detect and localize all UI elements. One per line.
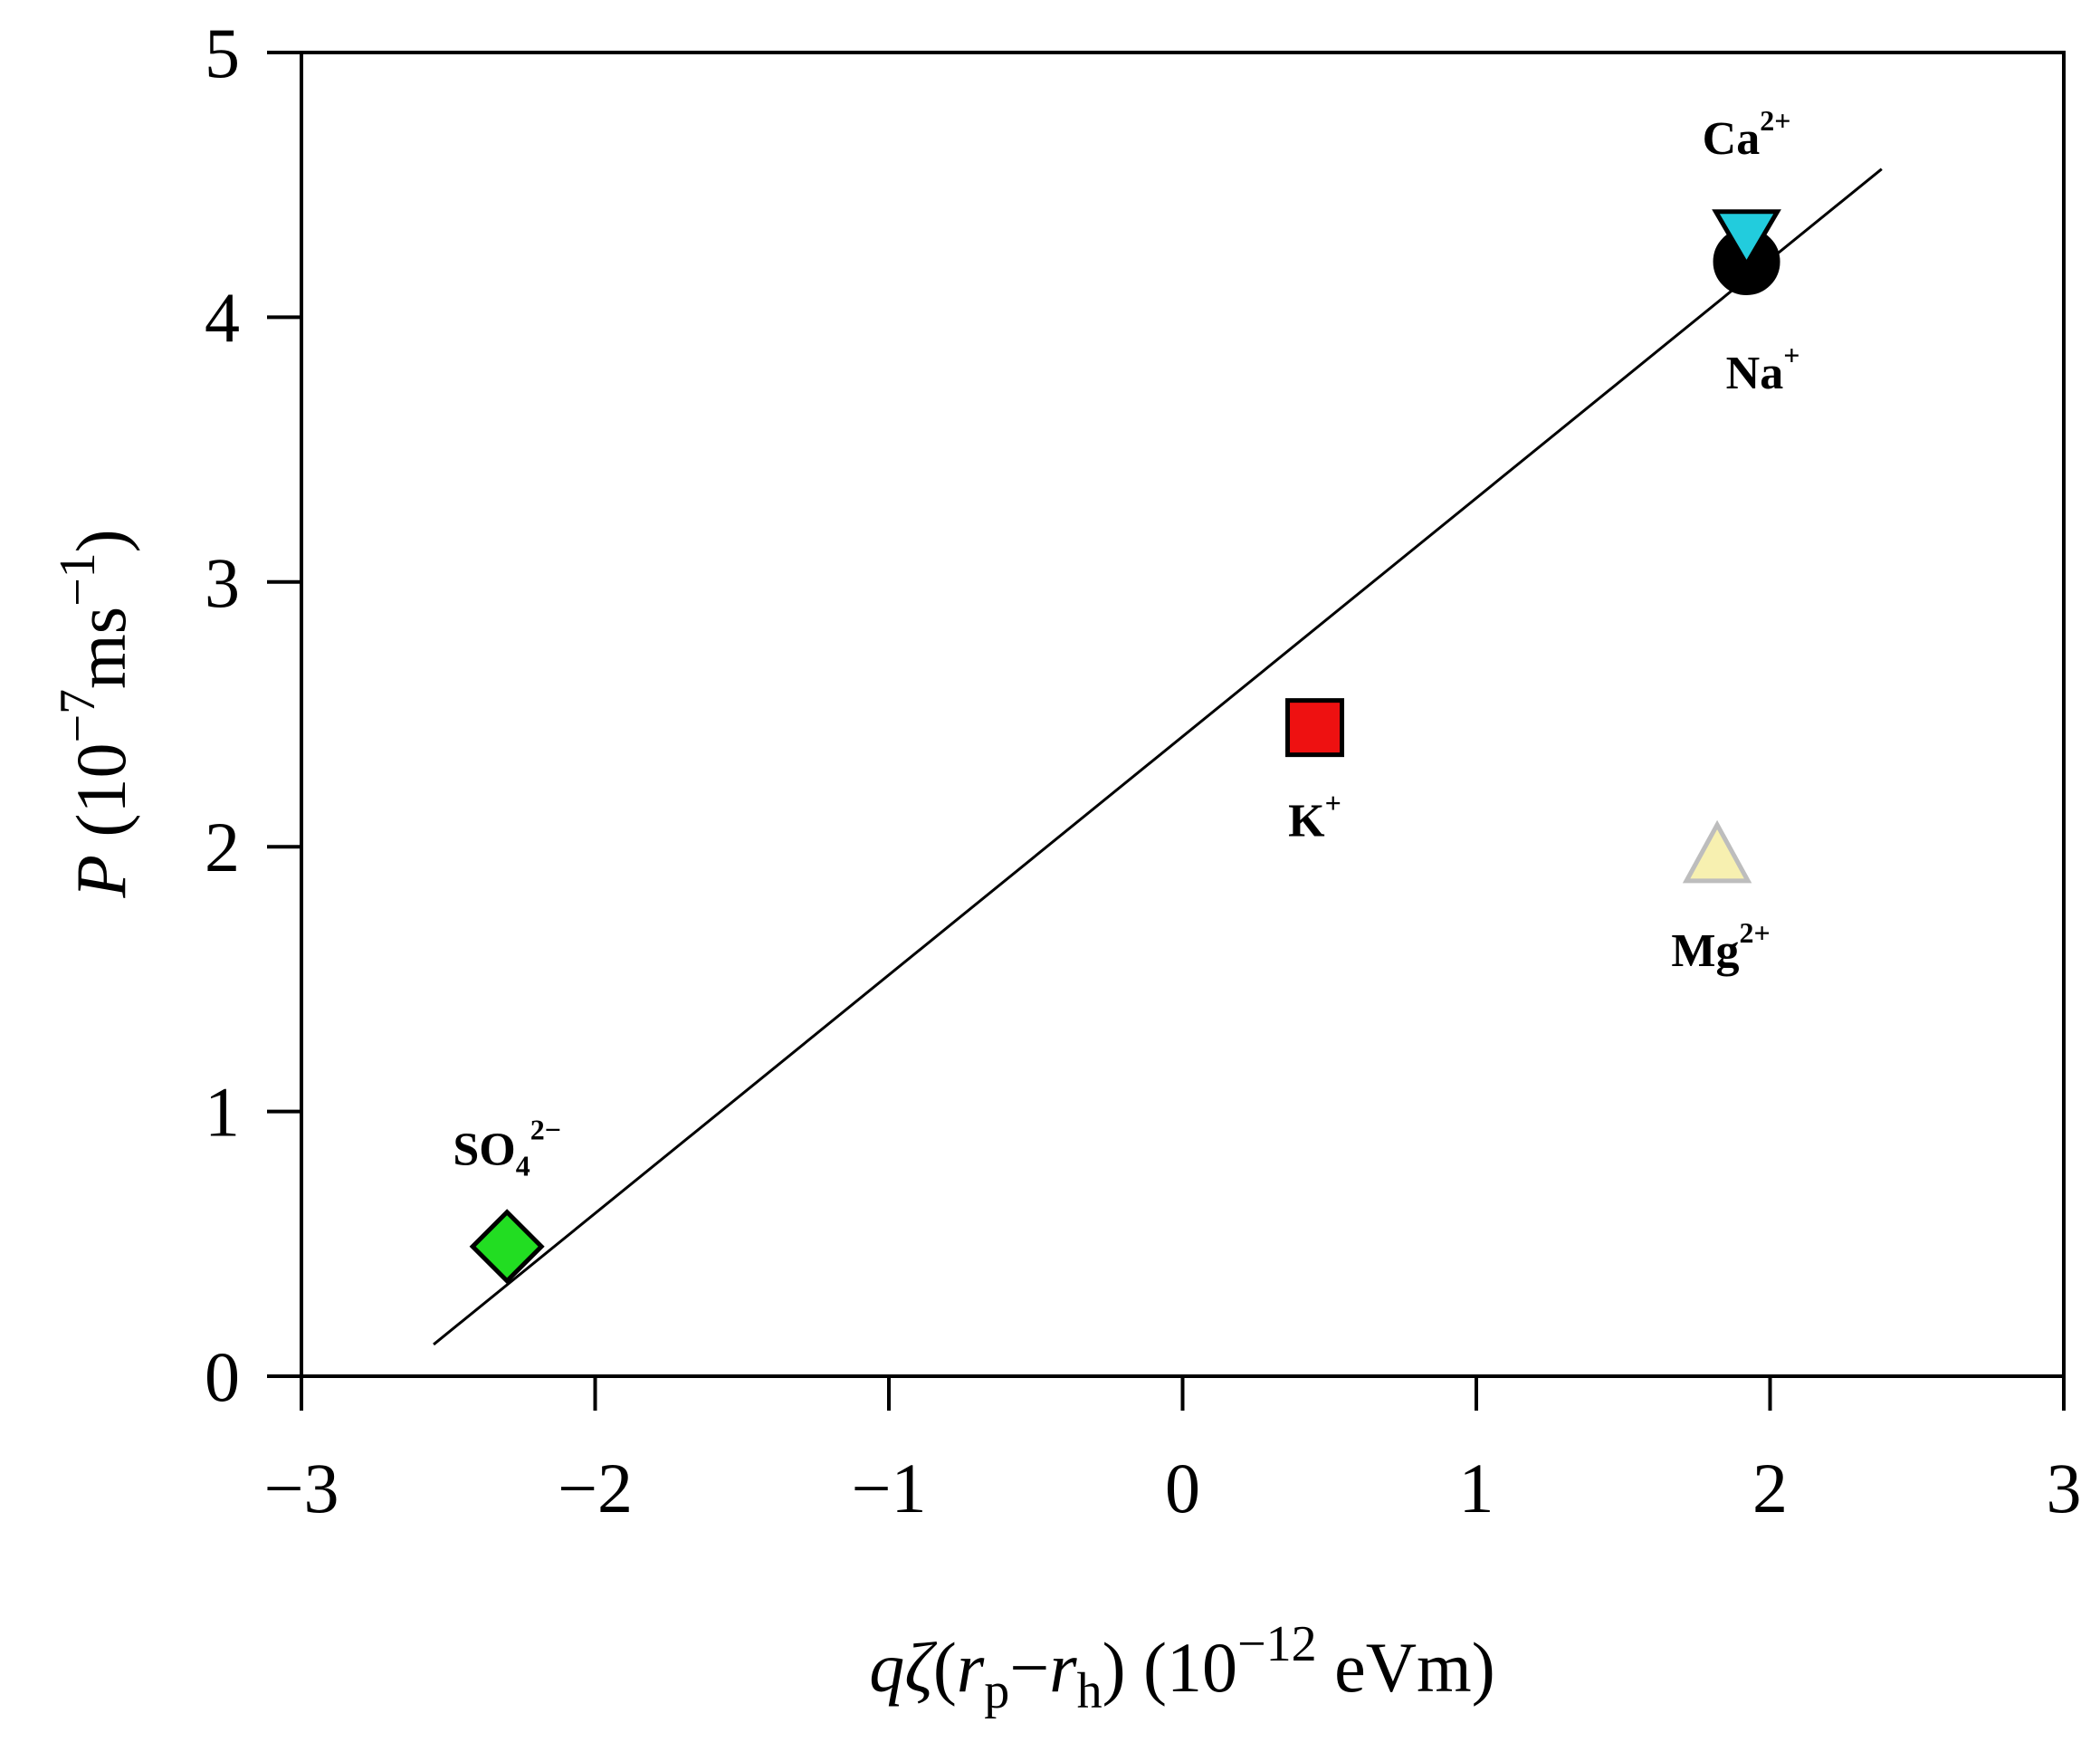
y-tick-label: 3 [205, 543, 240, 622]
fit-line-group [433, 168, 1883, 1346]
x-axis-label: qζ(rp−rh) (10−12 eVm) [869, 1616, 1494, 1719]
label-k: K+ [1288, 787, 1341, 847]
x-tick-label: 0 [1165, 1449, 1200, 1527]
point-ca [1712, 209, 1781, 269]
data-points [469, 209, 1781, 1285]
axes [300, 51, 2066, 1378]
y-tick-label: 2 [205, 808, 240, 886]
x-tick-label: −1 [852, 1449, 927, 1527]
fit-line [433, 168, 1883, 1346]
point-so [469, 1209, 545, 1285]
y-tick-label: 1 [205, 1073, 240, 1152]
y-tick-label: 4 [205, 278, 240, 357]
point-labels: SO42− K+ Na+ Ca2+ Mg2+ [453, 104, 1799, 1182]
x-tick-label: 2 [1752, 1449, 1788, 1527]
label-ca: Ca2+ [1703, 104, 1791, 165]
x-tick-label: −2 [558, 1449, 633, 1527]
y-axis-label: P (10−7ms−1) [50, 529, 140, 898]
y-tick-label: 5 [205, 14, 240, 92]
label-mg: Mg2+ [1671, 916, 1770, 977]
x-ticks: −3 −2 −1 0 1 2 3 [264, 1376, 2082, 1527]
point-k [1285, 698, 1345, 758]
y-ticks: 0 1 2 3 4 5 [205, 14, 301, 1416]
y-tick-label: 0 [205, 1337, 240, 1416]
x-tick-label: 3 [2047, 1449, 2082, 1527]
point-mg [1682, 819, 1752, 884]
label-so: SO42− [453, 1114, 561, 1182]
plot-frame [300, 51, 2066, 1378]
label-na: Na+ [1726, 339, 1800, 399]
x-tick-label: 1 [1459, 1449, 1494, 1527]
x-tick-label: −3 [264, 1449, 339, 1527]
